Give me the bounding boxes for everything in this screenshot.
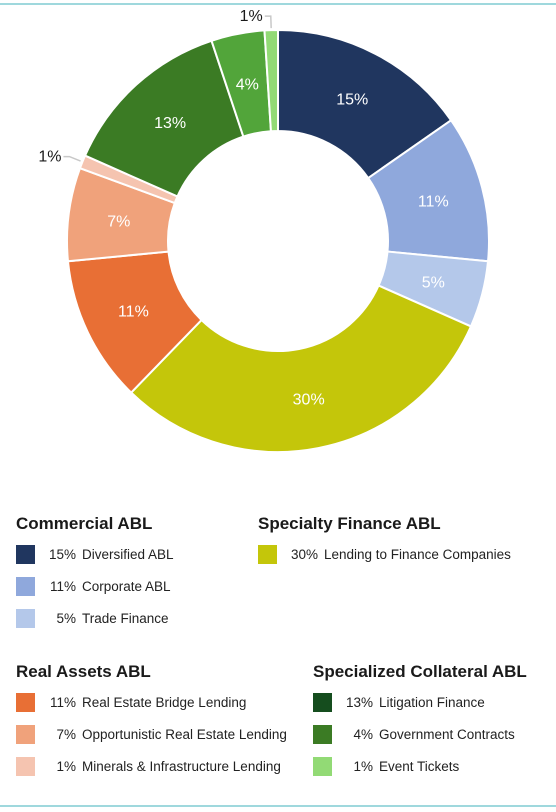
legend-swatch <box>16 725 35 744</box>
bottom-divider <box>0 805 556 807</box>
legend-percent: 11% <box>49 695 76 710</box>
legend-percent: 30% <box>290 547 318 562</box>
legend-group-title: Specialized Collateral ABL <box>313 662 527 681</box>
legend-item-litigation-finance: 13% Litigation Finance <box>313 692 527 713</box>
legend-label: Minerals & Infrastructure Lending <box>82 759 281 774</box>
legend-label: Real Estate Bridge Lending <box>82 695 247 710</box>
legend-item-lending-to-finance-companies: 30% Lending to Finance Companies <box>258 544 511 565</box>
legend-label: Government Contracts <box>379 727 515 742</box>
legend-label: Diversified ABL <box>82 547 174 562</box>
slice-label-event-tickets: 1% <box>240 8 263 25</box>
slice-event-tickets <box>263 28 279 133</box>
legend-group-specialty-finance-abl: Specialty Finance ABL 30% Lending to Finan… <box>258 514 511 576</box>
legend-item-corporate-abl: 11% Corporate ABL <box>16 576 174 597</box>
legend-group-real-assets-abl: Real Assets ABL 11% Real Estate Bridge Len… <box>16 662 287 788</box>
legend-swatch <box>313 725 332 744</box>
slice-label-real-estate-bridge-lending: 11% <box>118 304 149 321</box>
legend-group-title: Commercial ABL <box>16 514 153 533</box>
legend-item-trade-finance: 5% Trade Finance <box>16 608 174 629</box>
slice-label-lending-to-finance-companies: 30% <box>293 392 325 409</box>
leader-line-event-tickets <box>264 15 272 29</box>
slice-label-trade-finance: 5% <box>422 275 445 292</box>
legend-swatch <box>16 577 35 596</box>
leader-line-minerals-infrastructure-lending <box>63 155 81 162</box>
legend-percent: 7% <box>56 727 76 742</box>
legend-swatch <box>258 545 277 564</box>
slice-lending-to-finance-companies <box>129 284 473 453</box>
legend-swatch <box>16 693 35 712</box>
legend-percent: 15% <box>48 547 76 562</box>
legend-item-opportunistic-real-estate-lending: 7% Opportunistic Real Estate Lending <box>16 724 287 745</box>
legend-label: Corporate ABL <box>82 579 171 594</box>
legend-item-real-estate-bridge-lending: 11% Real Estate Bridge Lending <box>16 692 287 713</box>
slice-label-corporate-abl: 11% <box>418 193 449 210</box>
legend-percent: 5% <box>56 611 76 626</box>
legend-item-event-tickets: 1% Event Tickets <box>313 756 527 777</box>
legend-group-specialized-collateral-abl: Specialized Collateral ABL 13% Litigation … <box>313 662 527 788</box>
legend-swatch <box>313 757 332 776</box>
legend-label: Litigation Finance <box>379 695 485 710</box>
legend-label: Lending to Finance Companies <box>324 547 511 562</box>
legend-swatch <box>16 757 35 776</box>
slice-label-litigation-finance: 13% <box>154 115 186 132</box>
slice-label-minerals-infrastructure-lending: 1% <box>38 149 61 166</box>
legend-item-minerals-infrastructure-lending: 1% Minerals & Infrastructure Lending <box>16 756 287 777</box>
legend-group-commercial-abl: Commercial ABL 15% Diversified ABL 11% Corpo… <box>16 514 174 640</box>
legend-percent: 4% <box>353 727 373 742</box>
donut-chart: 15% 11% 5% 30% 11% 7% 1% 13% 4% 1% <box>38 8 490 453</box>
slice-label-opportunistic-real-estate-lending: 7% <box>107 213 130 230</box>
legend-percent: 1% <box>353 759 373 774</box>
legend-percent: 1% <box>56 759 76 774</box>
legend-percent: 13% <box>345 695 373 710</box>
legend-label: Opportunistic Real Estate Lending <box>82 727 287 742</box>
legend-group-title: Specialty Finance ABL <box>258 514 441 533</box>
legend-label: Trade Finance <box>82 611 169 626</box>
top-divider <box>0 3 556 5</box>
legend-label: Event Tickets <box>379 759 460 774</box>
legend-swatch <box>16 609 35 628</box>
legend-swatch <box>16 545 35 564</box>
legend-item-government-contracts: 4% Government Contracts <box>313 724 527 745</box>
legend-percent: 11% <box>49 579 76 594</box>
slice-label-government-contracts: 4% <box>236 76 259 93</box>
legend-swatch <box>313 693 332 712</box>
legend-group-title: Real Assets ABL <box>16 662 151 681</box>
legend-item-diversified-abl: 15% Diversified ABL <box>16 544 174 565</box>
slice-label-diversified-abl: 15% <box>336 92 368 109</box>
